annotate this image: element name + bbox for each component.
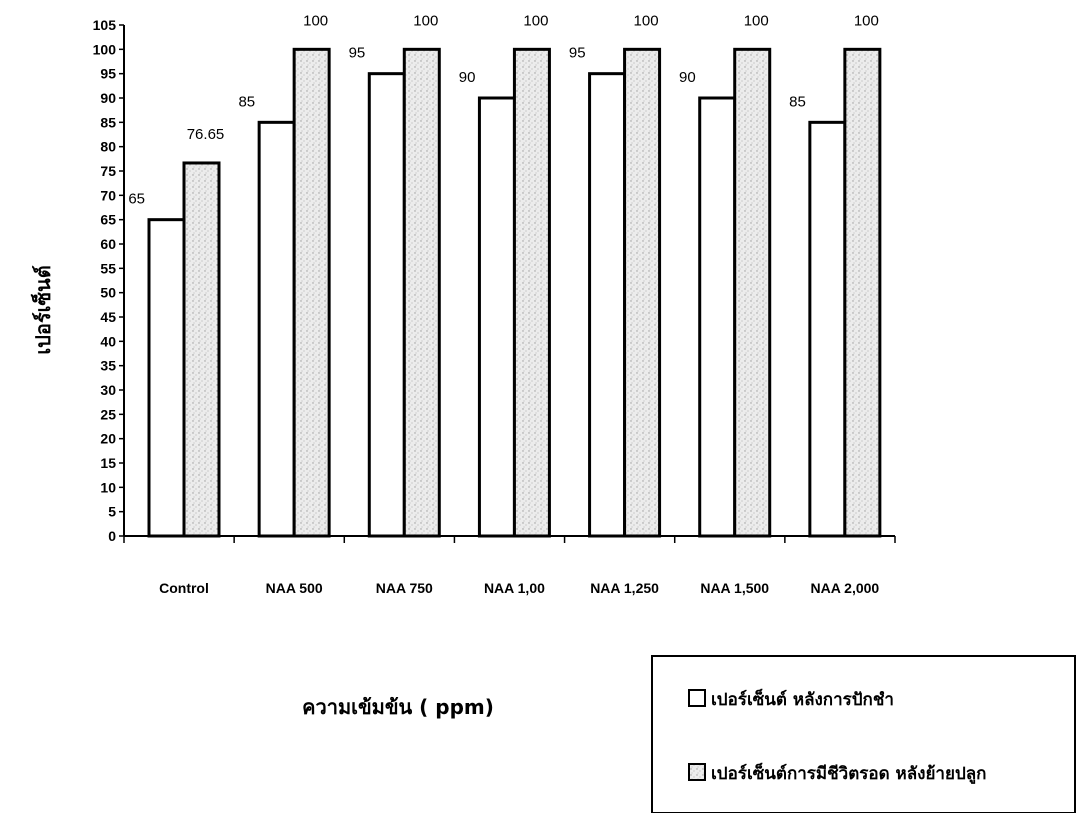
y-tick-label: 5 [108,504,116,520]
bar-series-2 [402,47,441,538]
category-labels-group: Control NAA 500 NAA 750 NAA 1,00 NAA 1,250 NA… [159,580,879,596]
y-tick-label: 45 [100,309,116,325]
x-axis-title: ความเข้มข้น ( ppm) [302,695,494,719]
data-label-series-2: 100 [523,12,548,29]
x-category-label: NAA 500 [266,580,323,596]
y-tick-label: 30 [100,382,116,398]
y-tick-label: 75 [100,163,116,179]
bar-series-1 [698,96,737,538]
y-tick-label: 90 [100,90,116,106]
y-tick-label: 20 [100,431,116,447]
bar-series-1 [147,218,186,538]
x-category-label: NAA 1,500 [700,580,769,596]
legend-label-series-1: เปอร์เซ็นต์ หลังการปักชำ [711,687,894,710]
bar-series-2 [182,161,221,538]
x-category-label: NAA 1,00 [484,580,545,596]
legend-box [651,655,1076,813]
y-tick-label: 55 [100,260,116,276]
y-axis-title: เปอร์เซ็นต์ [30,265,55,354]
bar-series-2 [512,47,551,538]
x-category-label: Control [159,580,209,596]
y-tick-label: 85 [100,114,116,130]
data-label-series-1: 95 [349,45,366,62]
y-tick-label: 100 [93,41,117,57]
data-label-series-2: 100 [854,12,879,29]
y-tick-label: 35 [100,358,116,374]
x-category-label: NAA 2,000 [810,580,879,596]
legend-swatch-series-2 [688,763,706,781]
data-labels-group: 65 85 95 90 95 90 85 76.65 100 100 100 100 100 100 [128,12,879,207]
x-category-label: NAA 1,250 [590,580,659,596]
data-label-series-2: 100 [634,12,659,29]
data-label-series-2: 76.65 [187,126,225,143]
y-axis: 0 5 10 15 20 25 30 35 40 45 50 55 60 65 70 75 80 85 90 95 10… [93,17,125,544]
y-tick-label: 60 [100,236,116,252]
data-label-series-2: 100 [303,12,328,29]
bars-group [147,47,882,538]
bar-series-2 [292,47,331,538]
bar-series-1 [367,72,406,538]
bar-series-1 [477,96,516,538]
data-label-series-2: 100 [744,12,769,29]
data-label-series-1: 85 [238,93,255,110]
y-tick-label: 95 [100,66,116,82]
bar-series-1 [808,120,847,538]
y-tick-label: 105 [93,17,117,33]
data-label-series-1: 90 [459,69,476,86]
data-label-series-2: 100 [413,12,438,29]
data-label-series-1: 85 [789,93,806,110]
y-tick-label: 65 [100,212,116,228]
legend-swatch-series-1 [688,689,706,707]
data-label-series-1: 90 [679,69,696,86]
bar-series-2 [843,47,882,538]
y-tick-label: 0 [108,528,116,544]
bar-series-2 [733,47,772,538]
y-tick-label: 10 [100,479,116,495]
x-category-label: NAA 750 [376,580,433,596]
y-tick-label: 80 [100,139,116,155]
legend-label-series-2: เปอร์เซ็นต์การมีชีวิตรอด หลังย้ายปลูก [711,761,986,785]
data-label-series-1: 65 [128,191,145,208]
legend: เปอร์เซ็นต์ หลังการปักชำ เปอร์เซ็นต์การม… [651,655,1076,813]
y-tick-label: 40 [100,333,116,349]
y-tick-label: 50 [100,285,116,301]
y-tick-label: 70 [100,187,116,203]
y-tick-label: 15 [100,455,116,471]
bar-series-1 [257,120,296,538]
bar-series-1 [588,72,627,538]
data-label-series-1: 95 [569,45,586,62]
bar-series-2 [623,47,662,538]
y-tick-label: 25 [100,406,116,422]
